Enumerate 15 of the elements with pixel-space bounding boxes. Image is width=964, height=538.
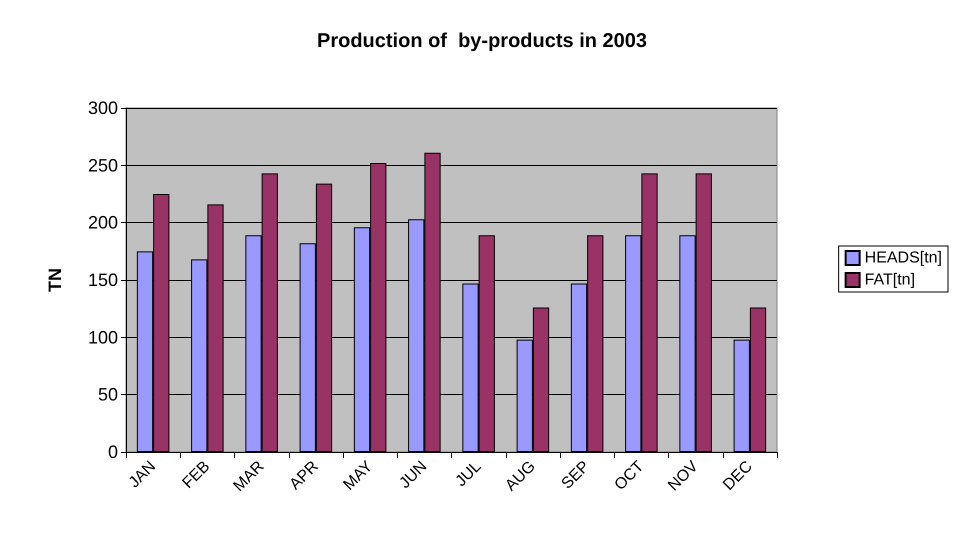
y-tick-label: 250 [88, 155, 118, 176]
x-tick-label: JAN [126, 458, 160, 492]
legend-label: HEADS[tn] [864, 250, 942, 266]
y-tick-label: 150 [88, 270, 118, 290]
y-axis-title: TN [45, 268, 65, 292]
x-tick-label: FEB [179, 458, 214, 492]
y-tick-label: 100 [88, 327, 118, 348]
chart-title: Production of by-products in 2003 [316, 30, 648, 52]
legend-label: FAT[tn] [864, 272, 916, 288]
y-tick-label: 50 [98, 384, 118, 405]
y-tick-label: 300 [88, 98, 118, 118]
x-tick-label: SEP [558, 458, 594, 493]
y-tick-label: 200 [88, 212, 118, 233]
x-tick-label: JUL [452, 458, 485, 490]
y-tick-label: 0 [108, 442, 118, 462]
